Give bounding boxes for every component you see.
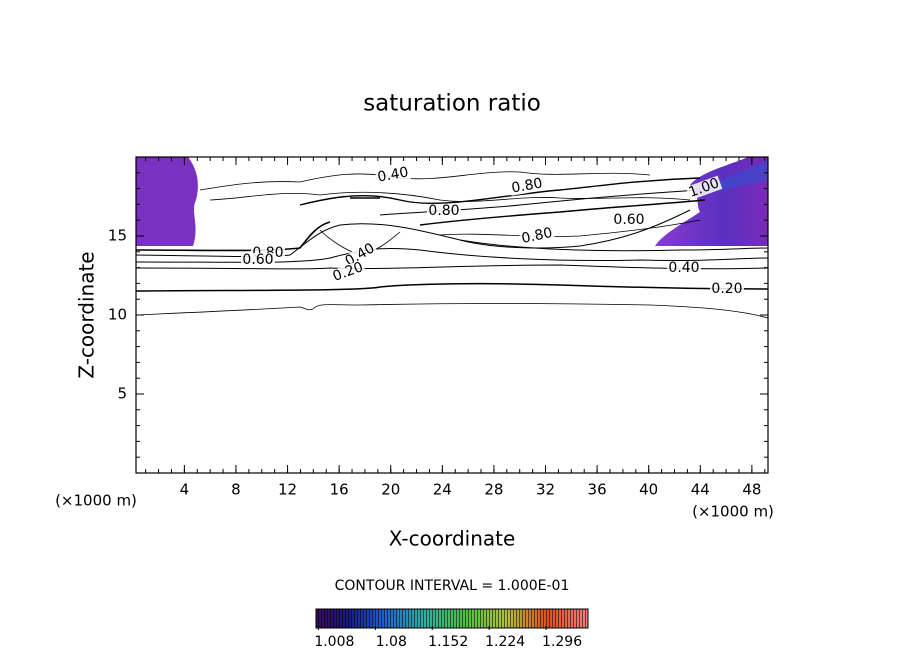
contour-label-bg (612, 213, 646, 227)
contour-label-bg (518, 225, 556, 247)
contour-label-bg (329, 259, 367, 285)
contour-label-bg (710, 282, 744, 296)
x-tick-label: 36 (588, 481, 607, 499)
contour-label: 0.80 (520, 225, 554, 247)
contour-label-bg (427, 204, 461, 218)
x-tick-label: 44 (691, 481, 710, 499)
contour-label: 0.80 (428, 203, 459, 219)
contour-label: 0.40 (376, 164, 409, 185)
contour-label-bg (375, 165, 411, 185)
contour-label: 0.40 (668, 260, 699, 276)
contour-label-bg (509, 176, 545, 196)
x-tick-label: 4 (180, 481, 190, 499)
x-tick-label: 16 (330, 481, 349, 499)
colorbar-tick-label: 1.08 (376, 634, 407, 650)
x-tick-label: 40 (639, 481, 658, 499)
contour-label-bg (241, 253, 275, 267)
x-unit: (×1000 m) (55, 492, 137, 510)
x-axis-label: X-coordinate (389, 527, 516, 551)
contour-lines (135, 171, 769, 319)
y-axis-label: Z-coordinate (75, 251, 99, 378)
contour-label: 0.60 (613, 212, 644, 228)
x-tick-label: 12 (278, 481, 297, 499)
x-tick-label: 32 (536, 481, 555, 499)
contour-label: 0.20 (711, 281, 742, 297)
x-tick-label: 24 (433, 481, 452, 499)
contour-label: 0.20 (331, 259, 366, 285)
y-tick-label: 5 (117, 385, 127, 403)
colorbar-tick-label: 1.152 (428, 634, 468, 650)
chart-title: saturation ratio (363, 91, 541, 117)
x-tick-label: 28 (484, 481, 503, 499)
contour-label: 0.80 (510, 175, 543, 196)
contour-label-bg (685, 175, 723, 201)
contour-interval: CONTOUR INTERVAL = 1.000E-01 (335, 578, 570, 594)
contour-label: 0.60 (242, 252, 273, 268)
contour-label-bg (341, 240, 379, 270)
x-unit-right: (×1000 m) (692, 503, 774, 521)
colorbar-tick-label: 1.296 (542, 634, 582, 650)
colorbar-tick-label: 1.008 (314, 634, 354, 650)
x-tick-label: 8 (231, 481, 241, 499)
x-tick-label: 48 (742, 481, 761, 499)
x-tick-label: 20 (381, 481, 400, 499)
colorbar-tick-label: 1.224 (485, 634, 525, 650)
y-tick-label: 15 (108, 227, 127, 245)
contour-label-bg (667, 261, 701, 275)
filled-region (136, 157, 768, 246)
y-tick-label: 10 (108, 306, 127, 324)
colorbar-frame (315, 608, 589, 629)
